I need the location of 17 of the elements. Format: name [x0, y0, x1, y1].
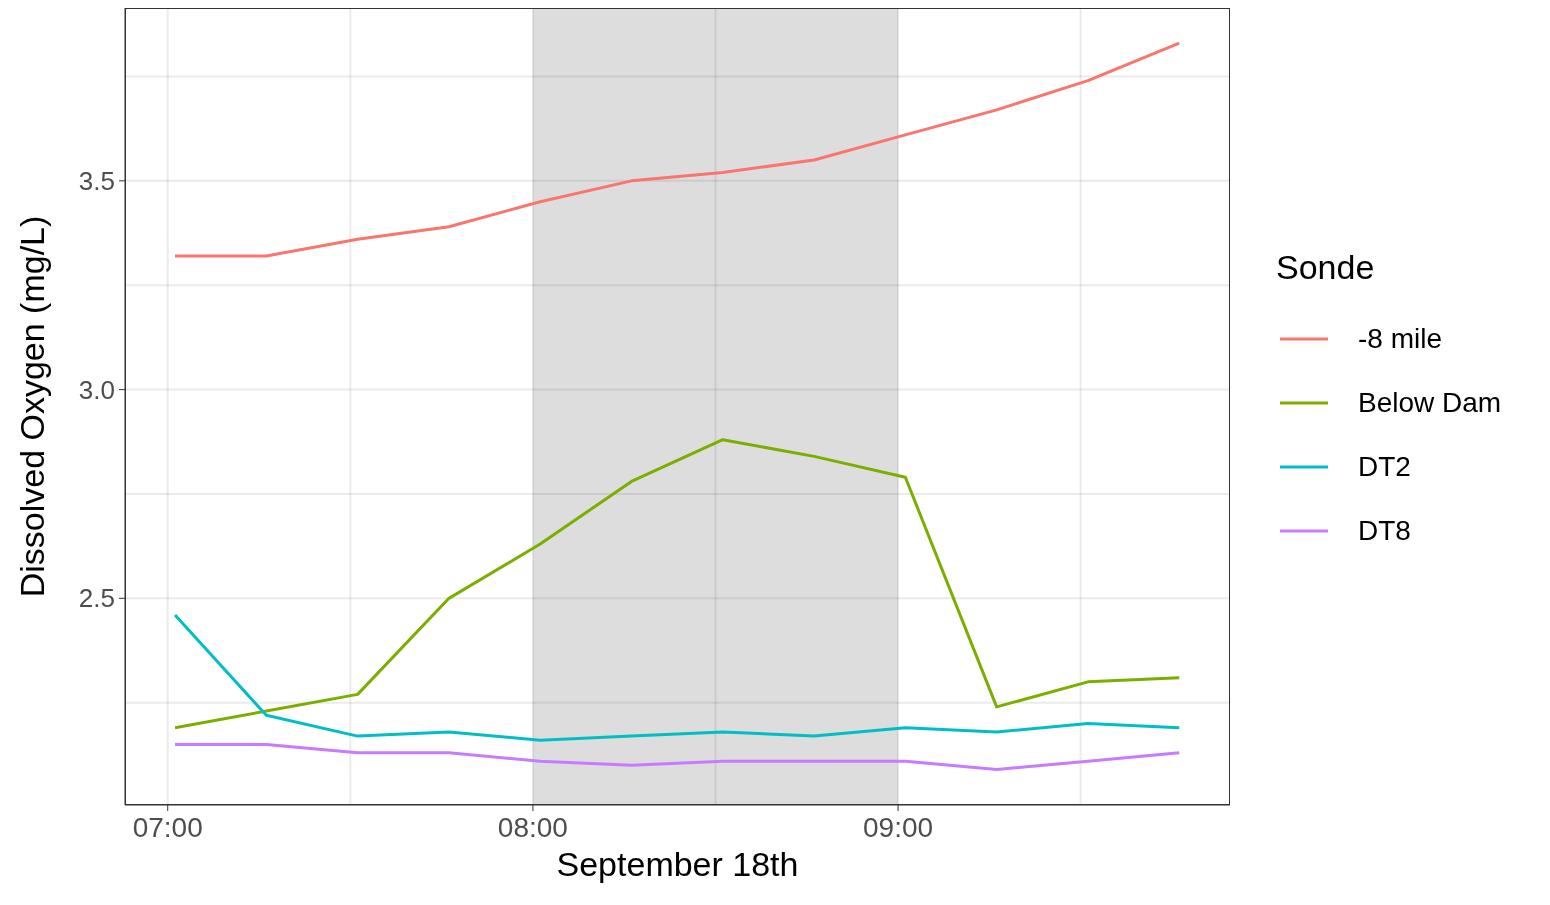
line-series — [173, 438, 1181, 730]
y-axis-title: Dissolved Oxygen (mg/L) — [13, 215, 52, 598]
y-tick-label: 3.5 — [78, 165, 115, 196]
line-series — [173, 41, 1181, 258]
line-series — [173, 742, 1181, 772]
x-tick-label: 08:00 — [497, 812, 568, 843]
legend-label: -8 mile — [1358, 323, 1443, 355]
legend-label: DT2 — [1358, 451, 1411, 483]
legend-label: DT8 — [1358, 515, 1411, 547]
x-tick-label: 07:00 — [132, 812, 203, 843]
legend-title: Sonde — [1276, 248, 1376, 287]
legend-label: Below Dam — [1358, 387, 1502, 419]
line-series — [173, 613, 1181, 742]
y-tick-label: 2.5 — [78, 583, 115, 614]
x-axis-title: September 18th — [555, 845, 800, 884]
x-tick-label: 09:00 — [863, 812, 934, 843]
y-tick-label: 3.0 — [78, 374, 115, 405]
